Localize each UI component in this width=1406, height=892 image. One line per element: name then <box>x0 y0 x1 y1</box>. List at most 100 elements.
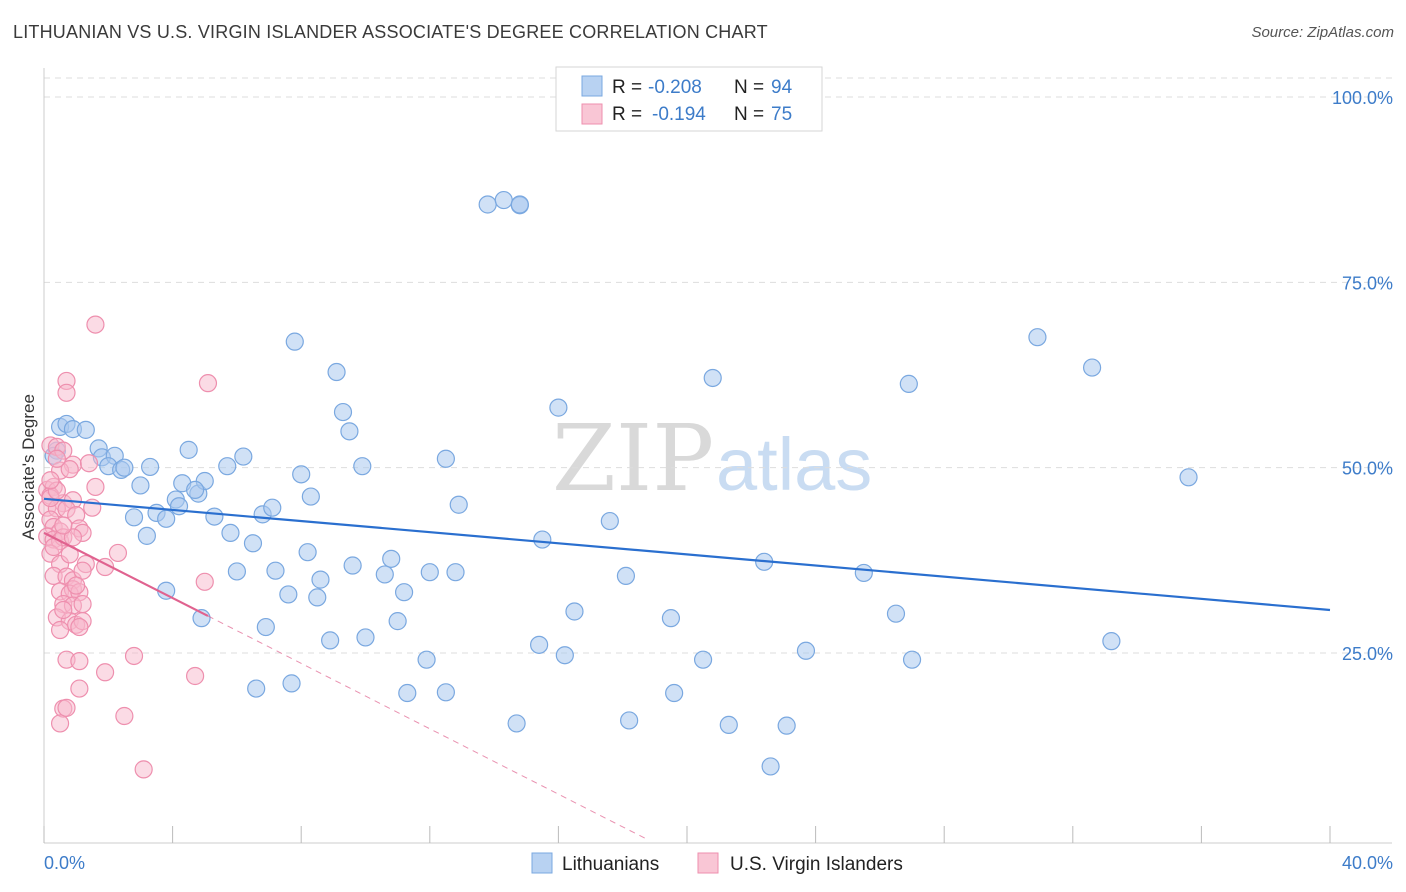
data-point-lithuanian <box>382 549 401 568</box>
legend-r-label-1: R = <box>612 77 642 98</box>
x-tick-label-min: 0.0% <box>44 853 85 873</box>
grid-lines <box>44 77 1392 654</box>
data-point-lithuanian <box>446 563 465 582</box>
data-point-virgin-islander <box>186 666 205 686</box>
watermark-zip: ZIP <box>552 405 714 512</box>
data-point-lithuanian <box>321 631 340 650</box>
legend-r-value-1: -0.208 <box>648 77 702 98</box>
y-tick-label: 25.0% <box>1342 644 1393 664</box>
data-point-lithuanian <box>549 398 568 417</box>
data-point-lithuanian <box>530 635 549 654</box>
data-point-lithuanian <box>886 604 906 623</box>
data-point-lithuanian <box>218 457 237 476</box>
data-point-lithuanian <box>388 612 407 631</box>
chart-title: LITHUANIAN VS U.S. VIRGIN ISLANDER ASSOC… <box>13 22 768 42</box>
data-point-virgin-islander <box>57 383 76 402</box>
data-point-lithuanian <box>227 562 246 581</box>
source-label: Source: ZipAtlas.com <box>1251 24 1394 41</box>
data-point-lithuanian <box>394 583 414 602</box>
data-point-lithuanian <box>356 628 375 647</box>
data-point-lithuanian <box>327 362 346 382</box>
data-point-lithuanian <box>398 683 417 703</box>
legend-swatch-blue <box>581 75 603 97</box>
data-point-lithuanian <box>285 332 304 351</box>
data-point-lithuanian <box>205 507 224 526</box>
y-tick-label: 100.0% <box>1332 88 1393 108</box>
bottom-legend-lithuanians: Lithuanians <box>562 854 659 875</box>
data-point-lithuanian <box>510 195 529 214</box>
data-point-virgin-islander <box>86 315 105 334</box>
data-point-lithuanian <box>478 195 497 214</box>
data-point-lithuanian <box>693 650 713 669</box>
data-point-virgin-islander <box>198 374 218 393</box>
data-point-lithuanian <box>124 508 144 527</box>
data-point-lithuanian <box>243 534 263 553</box>
data-point-lithuanian <box>179 440 198 459</box>
data-point-lithuanian <box>137 526 156 545</box>
data-point-lithuanian <box>899 374 918 393</box>
data-point-virgin-islander <box>70 679 89 698</box>
data-point-lithuanian <box>340 422 359 441</box>
data-point-lithuanian <box>76 420 95 439</box>
data-point-virgin-islander <box>108 543 128 563</box>
legend-swatch-pink <box>581 103 603 125</box>
data-point-lithuanian <box>157 509 176 528</box>
data-point-lithuanian <box>333 402 353 422</box>
data-point-virgin-islander <box>124 646 144 666</box>
data-point-lithuanian <box>1082 358 1102 377</box>
y-tick-label: 50.0% <box>1342 459 1393 479</box>
bottom-legend-swatch-blue <box>531 852 553 874</box>
data-point-lithuanian <box>308 588 327 607</box>
data-point-virgin-islander <box>73 594 92 614</box>
data-point-virgin-islander <box>115 706 134 726</box>
data-point-lithuanian <box>449 495 468 514</box>
data-point-virgin-islander <box>54 516 73 535</box>
data-point-virgin-islander <box>41 471 60 490</box>
data-point-lithuanian <box>131 476 150 495</box>
data-point-lithuanian <box>279 585 298 604</box>
data-point-virgin-islander <box>95 663 115 682</box>
data-point-lithuanian <box>343 556 362 575</box>
data-point-lithuanian <box>221 523 240 543</box>
data-point-lithuanian <box>292 465 311 484</box>
data-point-lithuanian <box>616 566 636 586</box>
data-point-lithuanian <box>115 458 134 477</box>
data-point-lithuanian <box>301 487 320 506</box>
data-point-virgin-islander <box>60 460 79 479</box>
data-point-lithuanian <box>353 457 372 476</box>
legend: R = -0.208 N = 94 R = -0.194 N = 75 <box>555 66 823 132</box>
trend-lines <box>43 497 1331 839</box>
data-point-lithuanian <box>719 715 738 735</box>
data-point-lithuanian <box>565 602 584 621</box>
data-point-lithuanian <box>761 757 780 776</box>
data-point-lithuanian <box>854 563 873 583</box>
data-point-lithuanian <box>665 683 684 703</box>
data-point-lithuanian <box>902 650 922 669</box>
data-point-lithuanian <box>247 679 266 698</box>
series-virgin-islanders <box>38 315 218 779</box>
data-point-lithuanian <box>266 561 285 580</box>
data-point-lithuanian <box>703 368 722 388</box>
data-point-lithuanian <box>436 449 455 468</box>
data-point-virgin-islander <box>134 760 153 779</box>
axes <box>43 68 1392 844</box>
x-tick-label-max: 40.0% <box>1342 853 1393 873</box>
data-point-lithuanian <box>375 565 394 584</box>
data-point-lithuanian <box>234 447 253 466</box>
trend-extension-virgin-islanders <box>207 615 646 839</box>
data-point-lithuanian <box>282 674 301 693</box>
y-tick-label: 75.0% <box>1342 273 1393 293</box>
y-axis-label: Associate's Degree <box>19 394 38 540</box>
data-point-lithuanian <box>620 711 639 730</box>
data-point-virgin-islander <box>50 714 70 733</box>
data-point-virgin-islander <box>67 576 86 595</box>
data-point-lithuanian <box>1028 328 1047 347</box>
data-point-virgin-islander <box>195 572 214 591</box>
data-point-lithuanian <box>494 190 513 210</box>
data-point-lithuanian <box>417 650 436 669</box>
watermark-atlas: atlas <box>716 423 872 506</box>
bottom-legend-swatch-pink <box>697 852 719 874</box>
legend-n-value-2: 75 <box>771 104 792 125</box>
tick-labels: 100.0% 75.0% 50.0% 25.0% 0.0% 40.0% <box>44 88 1393 873</box>
